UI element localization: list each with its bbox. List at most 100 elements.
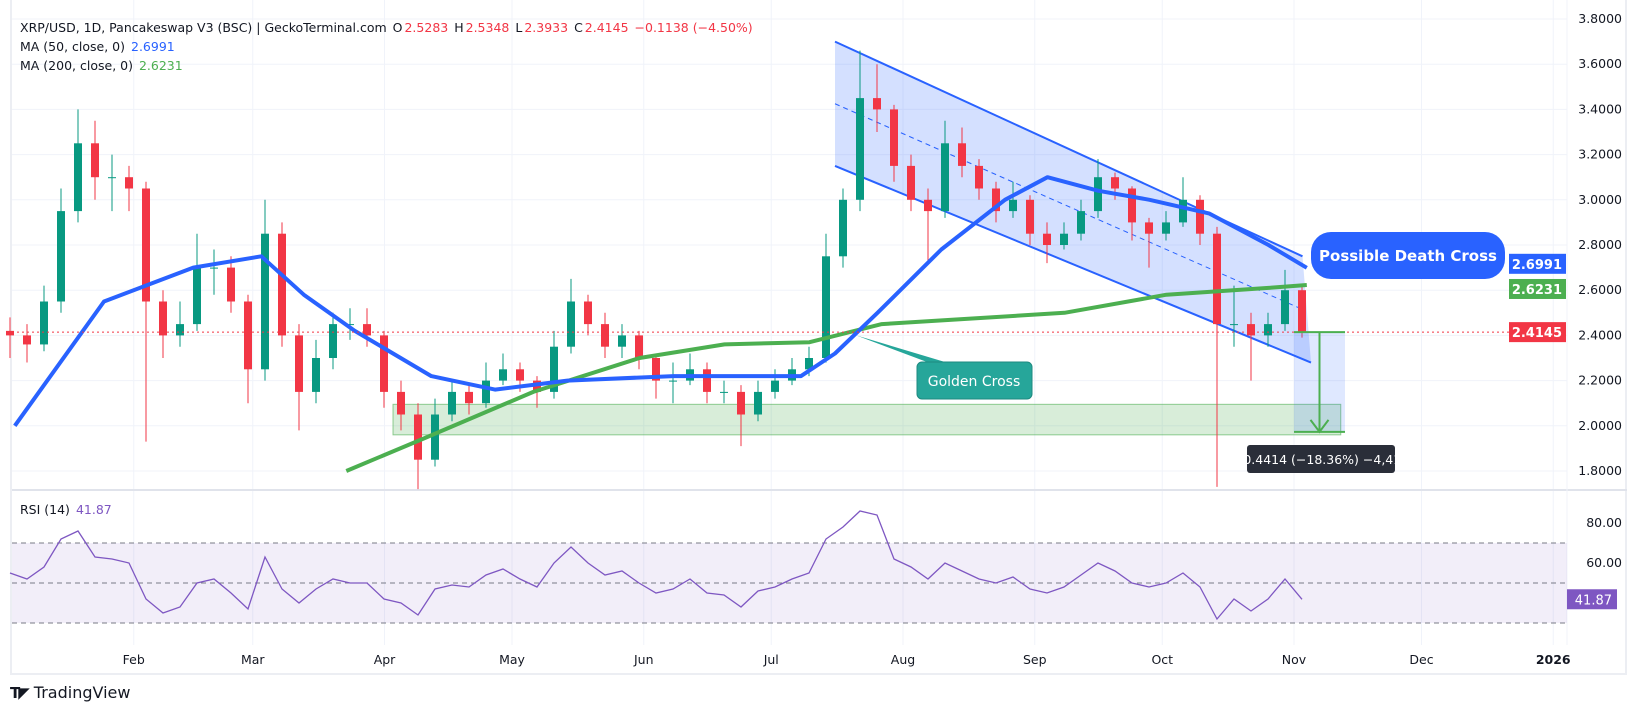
ma200-legend[interactable]: MA (200, close, 0) 2.6231 bbox=[20, 58, 185, 73]
candle-body bbox=[278, 233, 286, 336]
candle-body bbox=[720, 391, 728, 393]
candle-body bbox=[414, 414, 422, 460]
candle-body bbox=[754, 391, 762, 415]
candle-body bbox=[108, 177, 116, 179]
time-tick-label: Feb bbox=[123, 652, 145, 667]
candle-body bbox=[363, 324, 371, 336]
candle-body bbox=[652, 358, 660, 381]
price-tick-label: 3.0000 bbox=[1578, 192, 1622, 207]
candle-body bbox=[890, 109, 898, 166]
time-tick-label: Apr bbox=[374, 652, 396, 667]
candle-body bbox=[550, 346, 558, 392]
candle-body bbox=[941, 143, 949, 212]
candle-body bbox=[1128, 188, 1136, 223]
candle-body bbox=[873, 98, 881, 110]
candle-body bbox=[805, 358, 813, 370]
channel-fill bbox=[835, 41, 1311, 363]
candle-body bbox=[397, 391, 405, 415]
close-label: C bbox=[574, 20, 583, 35]
candle-body bbox=[142, 188, 150, 302]
candle-body bbox=[159, 301, 167, 336]
ma200-value: 2.6231 bbox=[138, 58, 183, 73]
ma50-value: 2.6991 bbox=[131, 39, 175, 54]
rsi-line bbox=[9, 510, 1303, 621]
brand-name: TradingView bbox=[33, 683, 131, 702]
candle-body bbox=[771, 380, 779, 392]
open-label: O bbox=[392, 20, 403, 35]
rsi-tick-label: 60.00 bbox=[1586, 555, 1622, 570]
time-tick-label: Jul bbox=[763, 652, 779, 667]
candle-body bbox=[992, 188, 1000, 212]
candle-body bbox=[227, 267, 235, 302]
candle-body bbox=[482, 380, 490, 404]
ma200-badge: 2.6231 bbox=[1512, 283, 1562, 298]
candle-body bbox=[193, 267, 201, 325]
time-tick-label: 2026 bbox=[1536, 652, 1571, 667]
candle-body bbox=[295, 335, 303, 392]
candle-body bbox=[23, 335, 31, 345]
candle-body bbox=[584, 301, 592, 325]
candle-body bbox=[669, 380, 677, 382]
candle-body bbox=[1179, 199, 1187, 223]
candle-body bbox=[924, 199, 932, 212]
rsi-label: RSI (14) bbox=[20, 502, 70, 517]
ma50-label: MA (50, close, 0) bbox=[20, 39, 126, 54]
candle-body bbox=[1009, 199, 1017, 212]
ma200-label: MA (200, close, 0) bbox=[20, 58, 133, 73]
tradingview-brand[interactable]: T◤ TradingView bbox=[10, 683, 130, 702]
time-tick-label: Sep bbox=[1023, 652, 1047, 667]
support-zone bbox=[392, 403, 1342, 436]
death-cross-label-bg bbox=[1311, 232, 1505, 279]
candle-body bbox=[839, 199, 847, 257]
ma50-badge-bg bbox=[1509, 253, 1566, 274]
death-cross-label: Possible Death Cross bbox=[1319, 247, 1497, 265]
ma200-line bbox=[345, 283, 1307, 473]
close-value: 2.4145 bbox=[584, 20, 629, 35]
candle-body bbox=[1264, 324, 1272, 336]
rsi-legend[interactable]: RSI (14) 41.87 bbox=[20, 502, 114, 517]
high-label: H bbox=[454, 20, 464, 35]
candle-body bbox=[1213, 233, 1221, 325]
high-value: 2.5348 bbox=[465, 20, 510, 35]
time-tick-label: Jun bbox=[633, 652, 654, 667]
candle-body bbox=[1145, 222, 1153, 234]
candle-body bbox=[499, 369, 507, 381]
last-price-badge-bg bbox=[1509, 322, 1566, 343]
candle-body bbox=[958, 143, 966, 166]
price-tick-label: 2.6000 bbox=[1578, 282, 1622, 297]
candle-body bbox=[91, 143, 99, 178]
arrow-down-icon bbox=[1309, 419, 1330, 434]
candle-body bbox=[567, 301, 575, 347]
candle-body bbox=[210, 267, 218, 269]
candle-body bbox=[1111, 177, 1119, 189]
candle-body bbox=[703, 369, 711, 392]
candle-body bbox=[448, 391, 456, 415]
rsi-value: 41.87 bbox=[75, 502, 112, 517]
low-value: 2.3933 bbox=[524, 20, 569, 35]
channel-mid-line bbox=[834, 103, 1303, 310]
price-tick-label: 2.8000 bbox=[1578, 237, 1622, 252]
rsi-tick-label: 80.00 bbox=[1586, 515, 1622, 530]
candle-body bbox=[244, 301, 252, 370]
rsi-badge-bg bbox=[1567, 589, 1617, 610]
ma50-line bbox=[13, 175, 1308, 427]
candle-body bbox=[516, 369, 524, 381]
time-tick-label: May bbox=[499, 652, 525, 667]
candle-body bbox=[380, 335, 388, 392]
candle-body bbox=[618, 335, 626, 347]
price-tick-label: 2.4000 bbox=[1578, 327, 1622, 342]
candle-body bbox=[601, 324, 609, 347]
time-tick-label: Oct bbox=[1151, 652, 1173, 667]
candle-body bbox=[346, 324, 354, 326]
candle-body bbox=[176, 324, 184, 336]
candle-body bbox=[329, 324, 337, 358]
measure-label: −0.4414 (−18.36%) −4,414 bbox=[1233, 445, 1409, 473]
change-value: −0.1138 (−4.50%) bbox=[634, 20, 753, 35]
candle-body bbox=[1077, 211, 1085, 234]
candle-body bbox=[1043, 233, 1051, 245]
candle-body bbox=[737, 391, 745, 415]
price-tick-label: 3.2000 bbox=[1578, 147, 1622, 162]
ma50-legend[interactable]: MA (50, close, 0) 2.6991 bbox=[20, 39, 177, 54]
candle-body bbox=[856, 98, 864, 200]
